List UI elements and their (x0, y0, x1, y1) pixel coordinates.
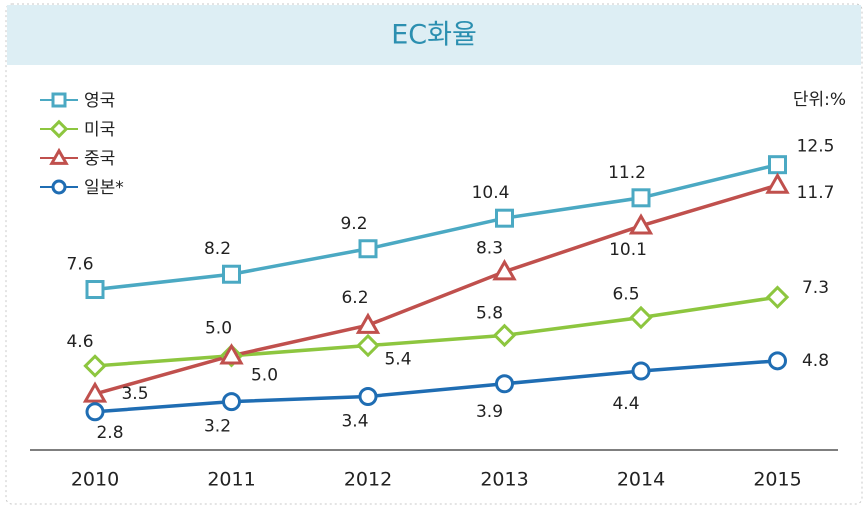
marker (765, 285, 790, 309)
data-label: 5.8 (476, 303, 503, 323)
data-label: 5.0 (251, 366, 278, 386)
marker (219, 343, 244, 365)
marker (495, 208, 514, 228)
data-label: 3.9 (476, 402, 503, 422)
data-label: 7.6 (66, 255, 93, 275)
data-label: 11.7 (797, 183, 835, 203)
marker (768, 155, 787, 175)
marker (82, 381, 108, 403)
marker (628, 213, 654, 235)
data-label: 3.2 (204, 417, 231, 437)
marker (51, 92, 67, 108)
series-line (94, 295, 778, 368)
series-line (94, 162, 778, 292)
marker (768, 351, 787, 371)
marker (49, 147, 69, 165)
frame (5, 3, 863, 505)
data-label: 12.5 (797, 137, 835, 157)
marker (358, 239, 378, 259)
legend-label: 영국 (84, 91, 115, 111)
x-tick-label: 2014 (617, 469, 665, 491)
data-label: 2.8 (96, 423, 123, 443)
legend-label: 중국 (84, 149, 115, 169)
data-label: 6.5 (612, 285, 639, 305)
marker (356, 333, 380, 358)
marker (85, 402, 105, 422)
series-line (94, 183, 779, 396)
data-label: 8.2 (204, 239, 231, 259)
marker (492, 259, 517, 281)
x-tick-label: 2015 (753, 469, 801, 491)
marker (631, 188, 651, 208)
legend-label: 일본* (84, 178, 124, 198)
data-label: 9.2 (340, 214, 367, 234)
marker (492, 323, 517, 348)
marker (222, 264, 241, 284)
data-label: 6.2 (341, 288, 368, 308)
marker (51, 179, 67, 195)
data-label: 4.8 (802, 351, 829, 371)
marker (358, 387, 378, 407)
marker (355, 312, 381, 334)
chart-title: EC화율 (391, 20, 477, 51)
data-label: 4.6 (66, 332, 93, 352)
data-label: 10.1 (609, 240, 647, 260)
marker (631, 361, 651, 381)
x-tick-label: 2010 (71, 469, 119, 491)
marker (495, 374, 514, 394)
x-tick-label: 2013 (480, 469, 528, 491)
data-label: 5.0 (205, 319, 232, 339)
data-label: 10.4 (472, 183, 510, 203)
data-label: 8.3 (476, 239, 503, 259)
data-label: 4.4 (612, 394, 639, 414)
unit-label: 단위:% (793, 90, 846, 110)
marker (49, 119, 69, 139)
header (7, 5, 861, 65)
marker (85, 280, 105, 300)
series-line (94, 359, 778, 414)
marker (765, 172, 790, 194)
marker (83, 354, 107, 378)
x-tick-label: 2011 (207, 469, 255, 491)
marker (222, 392, 241, 412)
data-label: 5.4 (384, 350, 411, 370)
x-tick-label: 2012 (344, 469, 392, 491)
marker (629, 305, 653, 330)
data-label: 11.2 (608, 163, 646, 183)
data-label: 3.4 (341, 412, 368, 432)
data-label: 3.5 (121, 384, 148, 404)
data-label: 7.3 (802, 278, 829, 298)
legend-label: 미국 (84, 120, 115, 140)
